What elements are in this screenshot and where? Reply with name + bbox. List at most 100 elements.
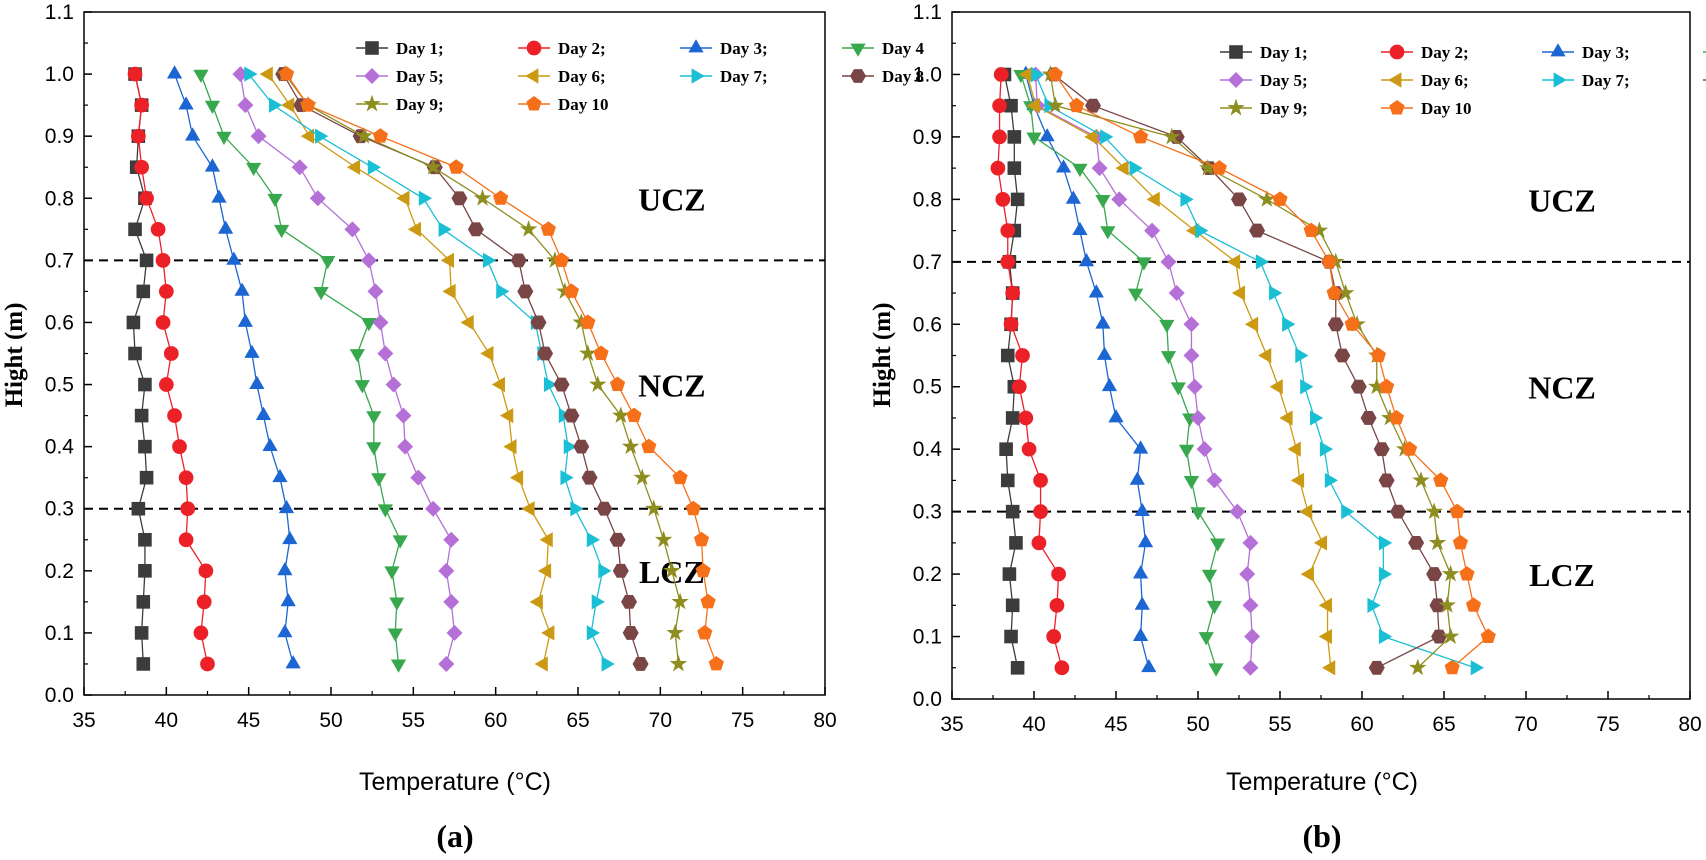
x-tick-label: 45 [1104,713,1127,736]
y-tick-label: 0.7 [45,249,74,272]
data-point [1290,472,1305,489]
data-point [1095,315,1111,329]
data-point [377,345,394,362]
legend-item-day-5: Day 5; [1220,71,1308,90]
legend-label: Day 4 [882,39,925,58]
data-point [285,655,301,669]
data-point [397,438,414,455]
panel-caption: (b) [1302,818,1341,854]
data-point [1031,535,1047,551]
data-point [633,468,651,486]
data-point [1441,564,1460,582]
data-point [1132,565,1149,579]
data-point [385,376,402,393]
y-tick-label: 1.0 [45,63,74,86]
data-point [1344,316,1360,331]
data-point [267,193,283,208]
x-tick-label: 60 [484,709,507,732]
data-point [273,224,290,239]
legend-label: Day 5; [1260,71,1308,90]
data-point [1206,472,1223,489]
series-day-5 [1027,66,1261,676]
data-point [1318,597,1332,613]
data-point [344,221,361,238]
data-point [541,625,555,641]
data-point [493,190,509,205]
series-day-8 [1045,67,1448,675]
x-tick-label: 35 [72,709,95,732]
data-point [372,128,389,143]
data-point [1244,316,1259,332]
data-point [138,532,152,547]
data-point [1480,628,1496,644]
data-point [262,437,278,452]
data-point [1231,192,1247,207]
y-tick-label: 0.0 [913,688,942,711]
data-point [1005,598,1020,613]
data-point [1101,377,1118,392]
data-point [1350,379,1367,394]
x-tick-label: 65 [1432,713,1455,736]
data-point [1327,317,1344,332]
data-point [158,377,174,392]
data-point [553,377,570,392]
series-line [200,73,401,665]
series-day-4 [1013,70,1226,677]
data-point [529,594,543,610]
data-point [537,563,552,579]
y-axis-title: Hight (m) [1,303,28,408]
data-point [570,501,584,517]
data-point [591,594,605,610]
series-day-10 [278,66,724,671]
legend-item-day-8: Day 8 [842,67,924,86]
data-point [1444,659,1460,675]
data-point [1005,504,1020,519]
legend-label: Day 9; [1260,99,1308,118]
data-point [1373,442,1390,457]
y-tick-label: 0.2 [45,560,74,583]
y-tick-label: 0.4 [45,436,75,459]
legend-marker [525,68,539,84]
data-point [543,376,558,393]
legend-item-day-1: Day 1; [356,39,444,58]
data-point [155,315,171,330]
data-point [280,593,296,607]
data-point [1051,566,1066,582]
legend-marker [526,40,542,56]
legend-item-day-3: Day 3; [680,39,768,58]
data-point [1000,348,1015,363]
legend-label: Day 1; [1260,43,1308,62]
data-point [272,468,288,483]
data-point [1195,222,1209,239]
data-point [993,67,1009,82]
data-point [1201,569,1218,583]
data-point [1190,409,1206,426]
data-point [1319,441,1334,457]
data-point [1115,160,1129,176]
data-point [641,438,657,454]
y-tick-label: 0.9 [45,125,74,148]
data-point [1005,411,1020,425]
legend-label: Day 1; [396,39,444,58]
data-point [1026,132,1042,146]
data-point [1010,660,1025,675]
data-point [1000,254,1016,270]
legend-label: Day 6; [1421,71,1469,90]
data-point [1412,471,1430,488]
data-point [438,562,455,579]
x-tick-label: 40 [155,709,178,732]
data-point [1431,629,1448,644]
legend-marker [1388,72,1402,88]
data-point [1000,473,1015,488]
legend-label: Day 10 [558,95,609,114]
data-point [250,128,267,145]
legend-marker [363,94,381,112]
data-point [632,657,649,671]
data-point [172,439,187,454]
data-point [1368,660,1385,675]
data-point [1249,223,1266,238]
data-point [355,126,373,144]
legend-marker [850,43,866,57]
